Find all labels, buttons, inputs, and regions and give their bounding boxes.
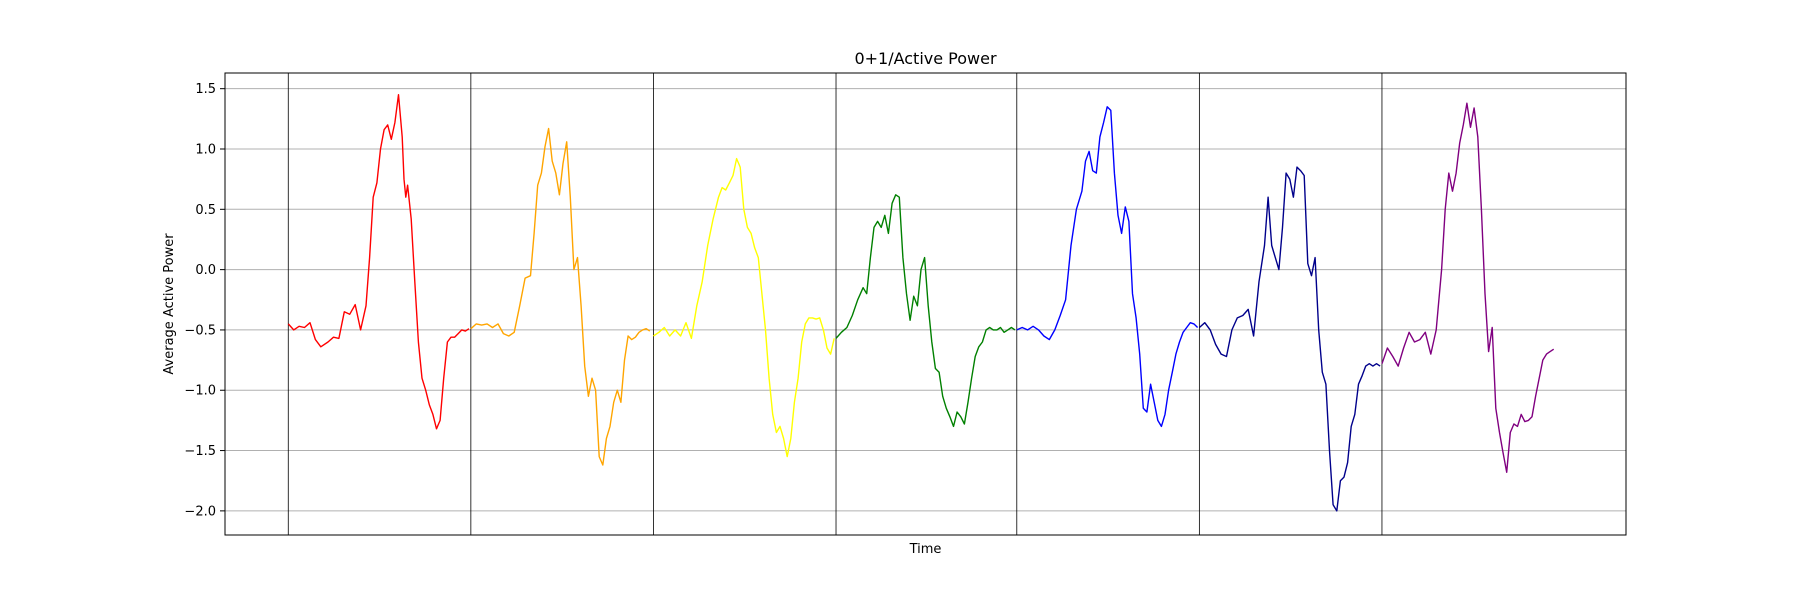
x-axis-label: Time: [909, 542, 942, 557]
series-line-segment-3: [653, 157, 835, 458]
y-tick-label: −1.0: [184, 384, 216, 399]
y-tick-label: −1.5: [184, 444, 216, 459]
y-tick-label: 0.5: [195, 203, 216, 218]
series-line-segment-5: [1016, 106, 1199, 428]
y-tick-label: 0.0: [195, 263, 216, 278]
series-lines: [287, 93, 1555, 512]
segment-dividers: [287, 73, 1383, 535]
series-line-segment-4: [835, 194, 1016, 428]
y-tick-label: −2.0: [184, 504, 216, 519]
plot-frame: [224, 72, 1627, 536]
series-line-segment-2: [470, 127, 651, 466]
y-tick-label: 1.0: [195, 142, 216, 157]
y-axis-label: Average Active Power: [162, 233, 177, 375]
y-tick-label: 1.5: [195, 82, 216, 97]
y-tick-label: −0.5: [184, 323, 216, 338]
chart-title: 0+1/Active Power: [854, 49, 997, 68]
gridlines: [225, 88, 1626, 512]
y-ticks: −2.0 −1.5 −1.0 −0.5 0.0 0.5 1.0 1.5: [184, 82, 225, 519]
series-line-segment-6: [1198, 166, 1381, 512]
series-line-segment-7: [1381, 102, 1555, 473]
series-line-segment-1: [287, 93, 470, 430]
